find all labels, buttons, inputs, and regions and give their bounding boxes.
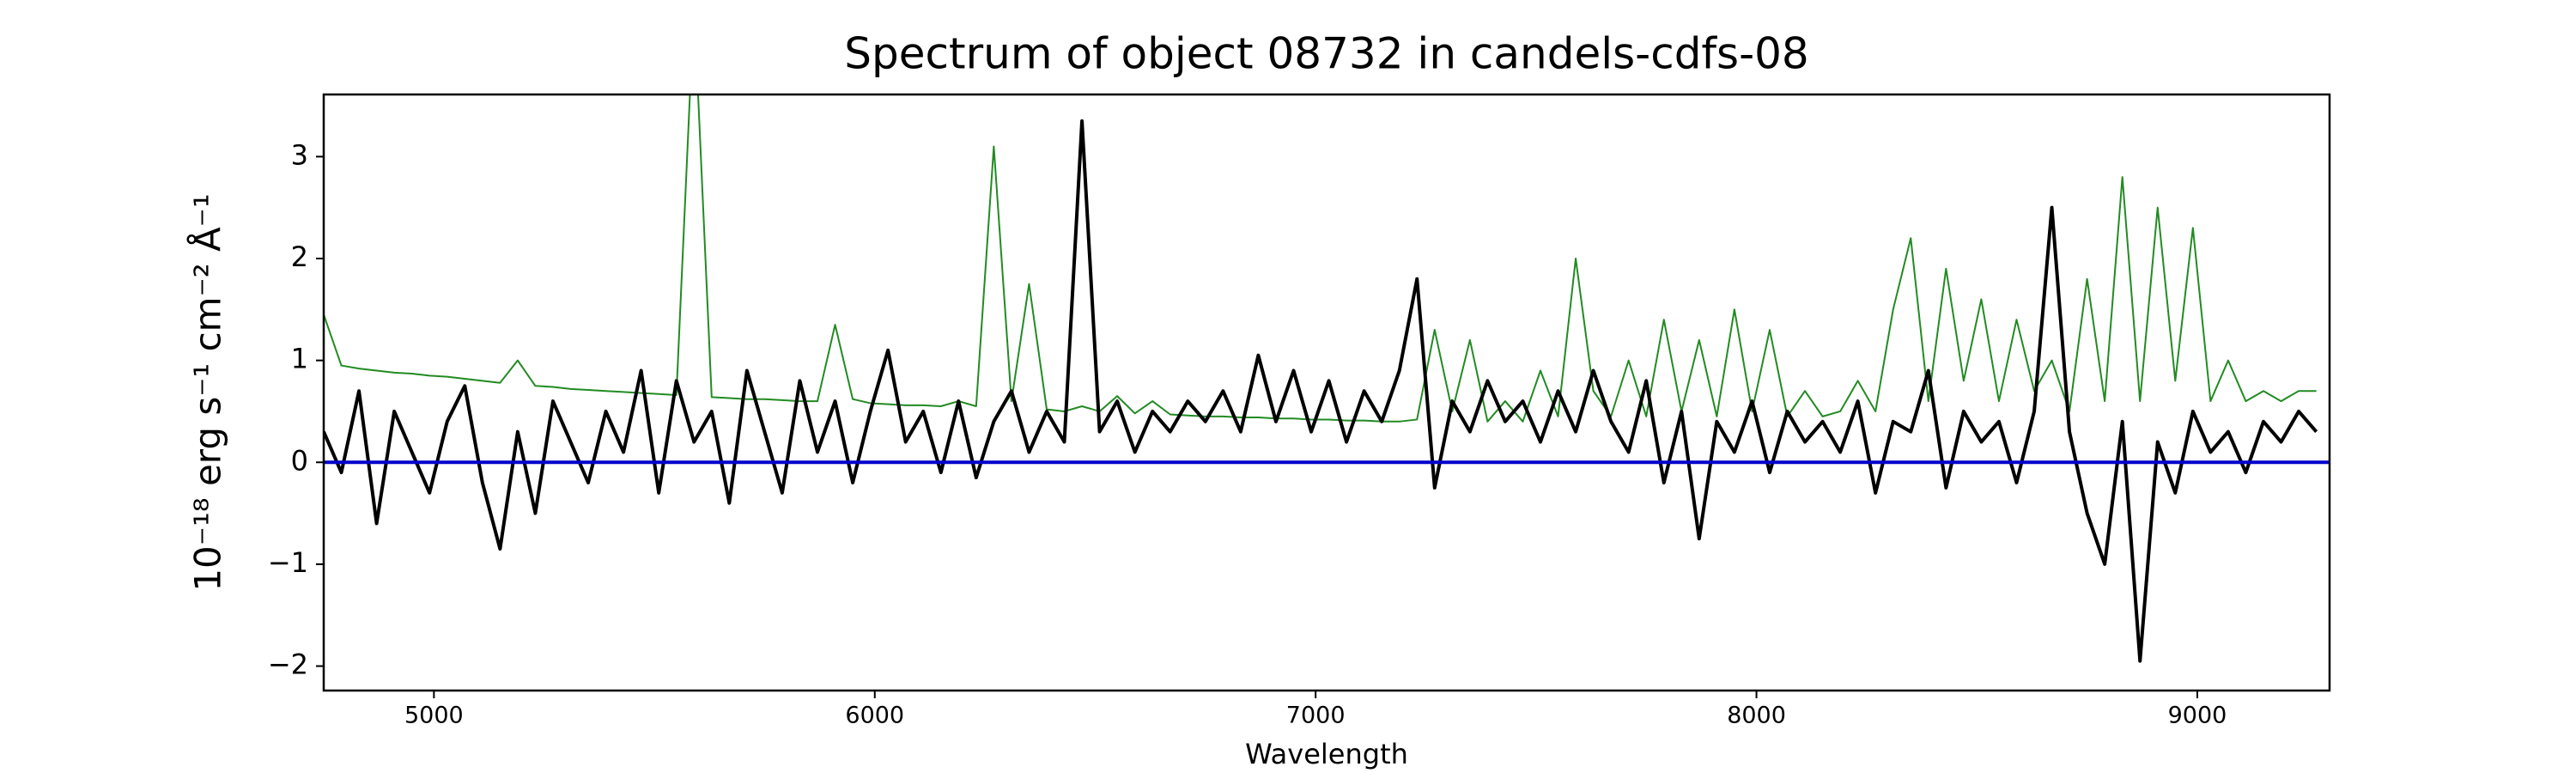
- y-tick-label: −1: [268, 546, 308, 579]
- x-tick-label: 6000: [845, 703, 904, 729]
- y-tick-label: 2: [291, 240, 308, 273]
- y-axis-label: 10⁻¹⁸ erg s⁻¹ cm⁻² Å⁻¹: [186, 193, 229, 591]
- y-tick-label: −2: [268, 648, 308, 681]
- spectrum-line: [324, 119, 2318, 663]
- spectrum-line: [324, 94, 2317, 423]
- x-tick-label: 9000: [2168, 703, 2227, 729]
- x-tick-label: 5000: [404, 703, 464, 729]
- chart-title: Spectrum of object 08732 in candels-cdfs…: [844, 29, 1809, 79]
- plot-area: [324, 94, 2330, 663]
- plot-frame: [322, 93, 2331, 692]
- y-tick-label: 0: [291, 444, 308, 477]
- y-tick-label: 1: [291, 343, 308, 375]
- x-axis-label: Wavelength: [1245, 738, 1408, 770]
- x-tick-label: 7000: [1286, 703, 1346, 729]
- y-tick-label: 3: [291, 138, 308, 171]
- x-tick-label: 8000: [1727, 703, 1786, 729]
